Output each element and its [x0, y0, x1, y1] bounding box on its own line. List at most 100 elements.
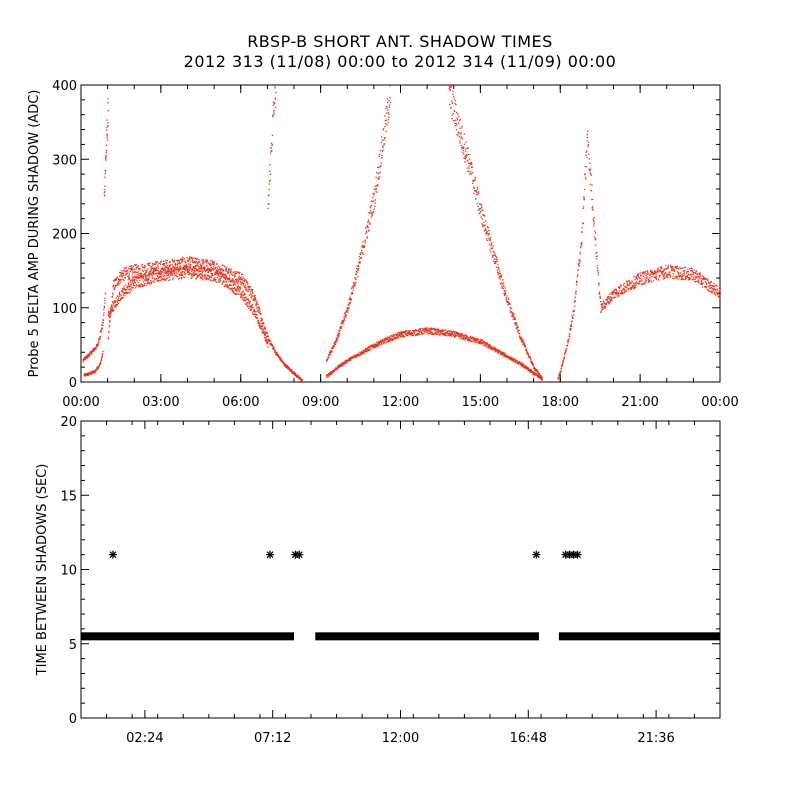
data-point — [186, 265, 189, 268]
data-point — [223, 274, 226, 276]
data-point — [162, 276, 164, 278]
data-point — [86, 373, 89, 375]
data-point — [536, 370, 539, 372]
data-point — [167, 270, 169, 273]
data-point — [154, 279, 156, 281]
data-point — [244, 303, 247, 305]
data-point — [560, 371, 562, 373]
data-point — [246, 302, 248, 304]
data-point — [189, 268, 191, 270]
data-point — [510, 307, 513, 310]
data-point — [465, 334, 467, 336]
data-point — [245, 281, 247, 283]
data-point — [195, 268, 197, 270]
data-point — [448, 332, 451, 335]
data-point — [378, 176, 381, 178]
data-point — [181, 259, 183, 261]
data-point — [265, 338, 267, 340]
data-point — [495, 258, 497, 260]
data-point — [597, 271, 599, 274]
data-point — [364, 239, 366, 241]
data-point — [393, 335, 395, 337]
data-point — [195, 265, 197, 267]
data-point — [146, 263, 149, 265]
data-point — [571, 320, 573, 322]
data-point — [516, 322, 518, 325]
data-point — [480, 339, 483, 341]
data-point — [223, 281, 225, 283]
data-point — [179, 263, 181, 265]
data-point — [212, 268, 215, 270]
data-point — [153, 273, 155, 275]
data-point — [447, 334, 450, 336]
data-point — [591, 208, 594, 210]
data-point — [218, 277, 221, 279]
data-point — [610, 298, 612, 301]
data-point — [491, 255, 494, 257]
data-point — [232, 283, 235, 285]
data-point — [266, 340, 269, 343]
data-point — [214, 268, 216, 270]
data-point — [681, 275, 683, 278]
data-point — [431, 332, 433, 334]
data-point — [88, 354, 91, 356]
data-point — [457, 333, 459, 335]
data-point — [204, 269, 206, 272]
data-point — [370, 344, 373, 347]
data-point — [135, 284, 138, 286]
data-point — [531, 362, 533, 365]
data-point — [284, 364, 286, 366]
data-point — [372, 197, 374, 199]
data-point — [458, 334, 460, 337]
data-point — [500, 350, 502, 353]
data-point — [189, 265, 191, 267]
data-point — [367, 348, 370, 351]
data-point — [380, 136, 383, 138]
data-point — [103, 312, 105, 314]
data-point — [463, 157, 465, 160]
series-probe5-points — [82, 85, 722, 384]
data-point — [118, 279, 121, 281]
data-point — [461, 334, 464, 336]
data-point — [523, 365, 525, 367]
data-point — [477, 205, 479, 207]
data-point — [334, 343, 337, 345]
data-point — [465, 156, 468, 159]
data-point — [607, 301, 610, 303]
data-point — [261, 319, 263, 322]
data-point — [92, 350, 95, 353]
data-point — [437, 328, 440, 330]
data-point — [199, 268, 202, 270]
data-point — [526, 367, 529, 370]
data-point — [191, 275, 193, 277]
data-point — [179, 262, 182, 264]
data-point — [363, 349, 365, 352]
data-point — [575, 291, 577, 293]
data-point — [125, 284, 127, 286]
data-point — [259, 323, 261, 325]
data-point — [437, 333, 439, 335]
data-point — [676, 271, 679, 273]
data-point — [124, 277, 126, 279]
data-point — [347, 311, 349, 313]
data-point — [247, 290, 249, 293]
data-point — [365, 350, 367, 352]
data-point — [191, 261, 194, 263]
data-point — [148, 264, 151, 267]
data-point — [94, 371, 96, 374]
data-point — [643, 273, 645, 275]
data-point — [375, 190, 377, 192]
data-point — [574, 296, 576, 298]
data-point — [197, 262, 200, 264]
data-point — [90, 371, 92, 373]
data-point — [116, 301, 119, 304]
data-point — [227, 278, 230, 280]
data-point — [583, 197, 585, 199]
data-point — [403, 336, 405, 338]
data-point — [500, 276, 502, 278]
data-point — [301, 381, 304, 384]
data-point — [485, 342, 487, 344]
data-point — [180, 259, 182, 261]
data-point — [102, 314, 105, 316]
data-point — [180, 267, 182, 269]
